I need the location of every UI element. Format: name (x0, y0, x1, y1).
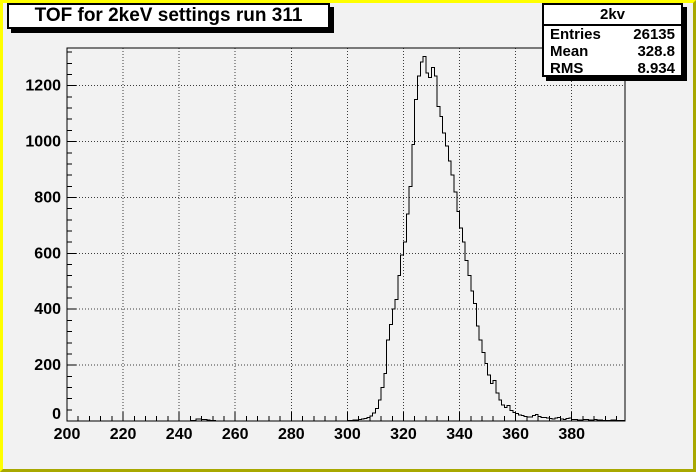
x-axis-label: 280 (278, 426, 305, 443)
x-axis-label: 300 (334, 426, 361, 443)
stats-value: 328.8 (637, 43, 675, 60)
y-axis-label: 600 (34, 245, 61, 262)
stats-box[interactable]: 2kv Entries 26135 Mean 328.8 RMS 8.934 (542, 3, 683, 77)
stats-label: Entries (550, 26, 601, 43)
y-axis-label: 800 (34, 189, 61, 206)
x-axis-label: 220 (110, 426, 137, 443)
x-axis-label: 240 (166, 426, 193, 443)
title-text: TOF for 2keV settings run 311 (34, 5, 303, 26)
x-axis-label: 200 (54, 426, 81, 443)
stats-label: RMS (550, 60, 584, 77)
stats-row-entries: Entries 26135 (544, 26, 681, 43)
stats-value: 26135 (633, 26, 675, 43)
y-axis-label: 0 (52, 406, 61, 423)
histogram-line (67, 55, 626, 422)
stats-label: Mean (550, 43, 589, 60)
stats-value: 8.934 (637, 60, 675, 77)
x-axis-label: 320 (390, 426, 417, 443)
x-axis-label: 340 (446, 426, 473, 443)
x-axis-label: 260 (222, 426, 249, 443)
x-axis-label: 380 (558, 426, 585, 443)
title-box[interactable]: TOF for 2keV settings run 311 (7, 3, 330, 29)
y-axis-label: 400 (34, 301, 61, 318)
x-axis-label: 360 (502, 426, 529, 443)
y-axis-label: 1200 (25, 78, 61, 95)
stats-header: 2kv (544, 5, 681, 26)
stats-row-mean: Mean 328.8 (544, 43, 681, 60)
y-axis-label: 200 (34, 357, 61, 374)
y-axis-label: 1000 (25, 134, 61, 151)
stats-row-rms: RMS 8.934 (544, 60, 681, 77)
